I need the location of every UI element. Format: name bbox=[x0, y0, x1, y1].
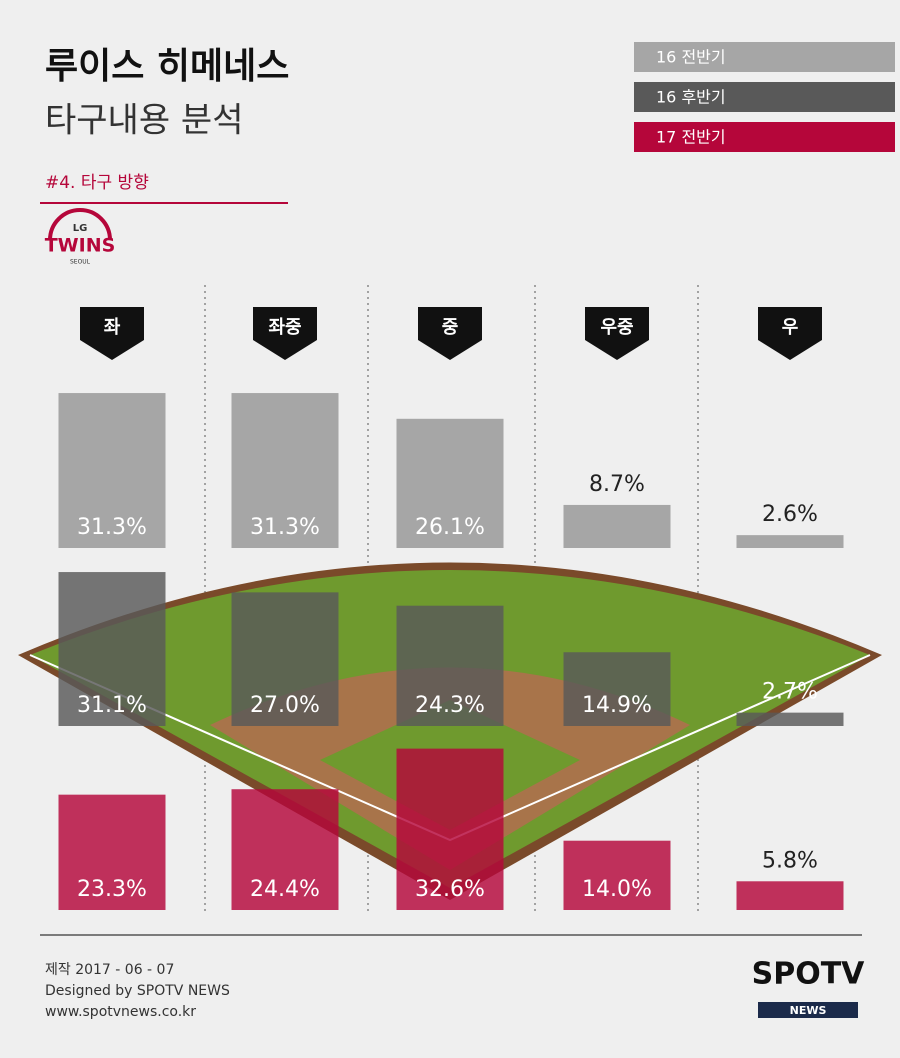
bar bbox=[231, 789, 339, 910]
bar bbox=[563, 504, 671, 548]
legend-swatch bbox=[634, 122, 895, 152]
value-label: 14.9% bbox=[582, 693, 652, 718]
value-label: 24.3% bbox=[415, 693, 485, 718]
logo-top: LG bbox=[73, 223, 88, 234]
category-label: 우중 bbox=[600, 317, 633, 338]
value-label: 32.6% bbox=[415, 877, 485, 902]
legend-label: 16 후반기 bbox=[656, 88, 726, 107]
bar bbox=[396, 418, 504, 548]
logo: LG TWINS SEOUL bbox=[45, 208, 116, 266]
section-title: #4. 타구 방향 bbox=[45, 173, 149, 193]
category-badge bbox=[585, 307, 649, 360]
legend-swatch bbox=[634, 82, 895, 112]
bar bbox=[58, 572, 166, 726]
legend-swatch bbox=[634, 42, 895, 72]
footer-made: 제작 2017 - 06 - 07 bbox=[45, 962, 174, 978]
category-badge bbox=[80, 307, 144, 360]
footer-url: www.spotvnews.co.kr bbox=[45, 1004, 196, 1020]
bar bbox=[563, 652, 671, 726]
value-label: 23.3% bbox=[77, 877, 147, 902]
bar bbox=[563, 840, 671, 910]
bar bbox=[736, 535, 844, 548]
value-label: 14.0% bbox=[582, 877, 652, 902]
title: 루이스 히메네스 bbox=[45, 46, 289, 87]
value-label: 2.7% bbox=[762, 680, 818, 705]
subtitle: 타구내용 분석 bbox=[45, 101, 244, 141]
bar bbox=[736, 881, 844, 910]
value-label: 31.1% bbox=[77, 693, 147, 718]
category-badge bbox=[758, 307, 822, 360]
value-label: 2.6% bbox=[762, 502, 818, 527]
brand: SPOTV bbox=[752, 957, 866, 992]
value-label: 26.1% bbox=[415, 515, 485, 540]
bar bbox=[736, 712, 844, 726]
category-label: 좌 bbox=[104, 317, 121, 338]
bar bbox=[58, 393, 166, 548]
legend-label: 17 전반기 bbox=[656, 128, 726, 147]
value-label: 27.0% bbox=[250, 693, 320, 718]
logo-arc bbox=[48, 208, 112, 241]
value-label: 5.8% bbox=[762, 848, 818, 873]
value-label: 24.4% bbox=[250, 877, 320, 902]
category-label: 중 bbox=[442, 317, 459, 338]
brand-sub-box bbox=[758, 1002, 858, 1018]
value-label: 31.3% bbox=[250, 515, 320, 540]
bar bbox=[396, 605, 504, 726]
logo-name: TWINS bbox=[45, 235, 116, 257]
brand-sub: NEWS bbox=[790, 1004, 827, 1017]
value-label: 8.7% bbox=[589, 472, 645, 497]
category-badge bbox=[253, 307, 317, 360]
bar bbox=[396, 748, 504, 910]
value-label: 31.3% bbox=[77, 515, 147, 540]
logo-city: SEOUL bbox=[70, 259, 91, 266]
category-label: 좌중 bbox=[268, 317, 301, 338]
category-badge bbox=[418, 307, 482, 360]
footer-designer: Designed by SPOTV NEWS bbox=[45, 983, 230, 999]
category-label: 우 bbox=[782, 317, 799, 338]
legend-label: 16 전반기 bbox=[656, 48, 726, 67]
bar bbox=[231, 393, 339, 548]
bar bbox=[58, 794, 166, 910]
bar bbox=[231, 592, 339, 726]
